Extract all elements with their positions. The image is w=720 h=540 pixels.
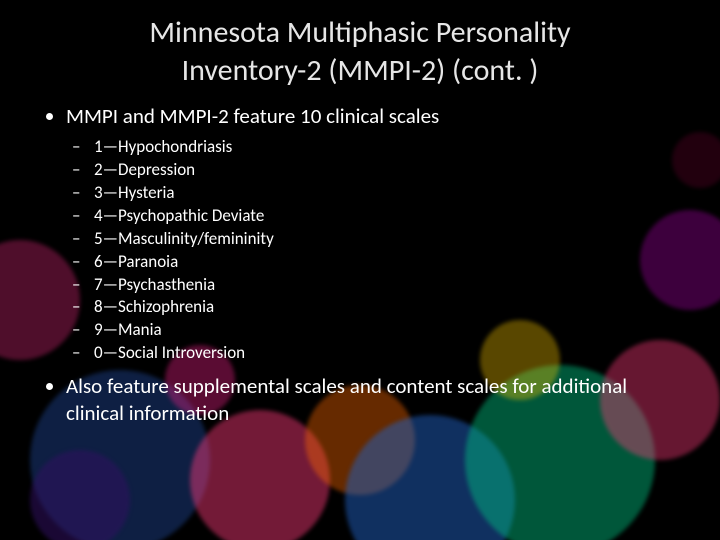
sub-item: 3—Hysteria bbox=[94, 182, 680, 205]
sub-item: 5—Masculinity/femininity bbox=[94, 228, 680, 251]
sub-list: 1—Hypochondriasis 2—Depression 3—Hysteri… bbox=[66, 136, 680, 365]
sub-item: 6—Paranoia bbox=[94, 251, 680, 274]
slide-title: Minnesota Multiphasic Personality Invent… bbox=[0, 0, 720, 95]
sub-item: 8—Schizophrenia bbox=[94, 296, 680, 319]
slide: Minnesota Multiphasic Personality Invent… bbox=[0, 0, 720, 540]
title-line-2: Inventory-2 (MMPI-2) (cont. ) bbox=[182, 52, 539, 89]
bullet-1: MMPI and MMPI-2 feature 10 clinical scal… bbox=[66, 103, 680, 365]
title-line-1: Minnesota Multiphasic Personality bbox=[149, 14, 570, 51]
sub-item: 0—Social Introversion bbox=[94, 342, 680, 365]
slide-body: MMPI and MMPI-2 feature 10 clinical scal… bbox=[0, 95, 720, 427]
bullet-1-text: MMPI and MMPI-2 feature 10 clinical scal… bbox=[66, 103, 439, 129]
sub-item: 4—Psychopathic Deviate bbox=[94, 205, 680, 228]
bokeh-dot bbox=[30, 450, 130, 540]
sub-item: 2—Depression bbox=[94, 159, 680, 182]
sub-item: 1—Hypochondriasis bbox=[94, 136, 680, 159]
bullet-2: Also feature supplemental scales and con… bbox=[66, 373, 680, 427]
bokeh-dot bbox=[190, 410, 330, 540]
bullet-list: MMPI and MMPI-2 feature 10 clinical scal… bbox=[44, 103, 680, 427]
bokeh-dot bbox=[345, 415, 515, 540]
sub-item: 9—Mania bbox=[94, 319, 680, 342]
sub-item: 7—Psychasthenia bbox=[94, 274, 680, 297]
